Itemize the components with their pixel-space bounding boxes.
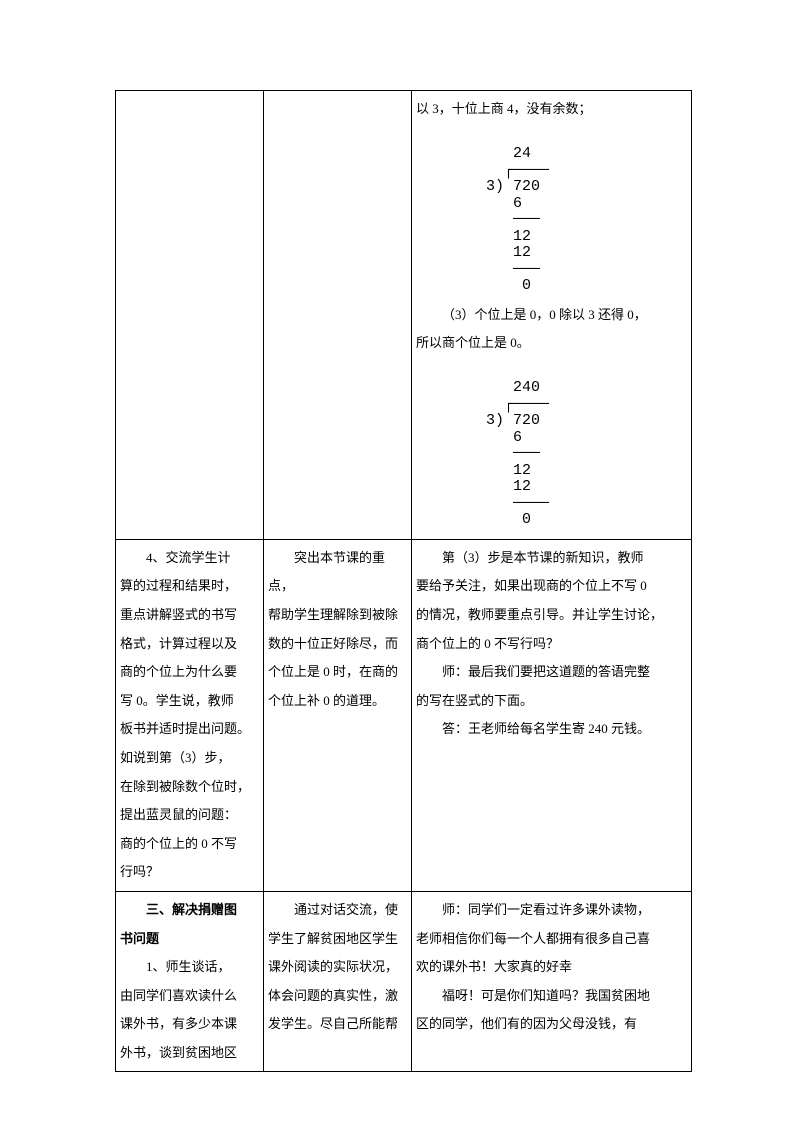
page-container: 以 3，十位上商 4，没有余数； 24 ┌────3) 720 6 ─── 12… [0,0,800,1132]
text-line: 算的过程和结果时， [120,572,259,601]
text-line: 所以商个位上是 0。 [416,329,687,358]
text-line: 课外阅读的实际状况， [268,953,407,982]
text-line: 师：同学们一定看过许多课外读物， [416,896,687,925]
text-line: 在除到被除数个位时， [120,773,259,802]
text-line: 第（3）步是本节课的新知识，教师 [416,544,687,573]
text-line: 行吗？ [120,858,259,887]
text-line: 以 3，十位上商 4，没有余数； [416,95,687,124]
text-line: 提出蓝灵鼠的问题： [120,801,259,830]
text-line: 老师相信你们每一个人都拥有很多自己喜 [416,925,687,954]
text-line: 体会问题的真实性，激 [268,982,407,1011]
table-row: 三、解决捐赠图 书问题 1、师生谈话， 由同学们喜欢读什么 课外书，有多少本课 … [116,891,692,1072]
text-line: 课外书，有多少本课 [120,1010,259,1039]
text-line: 重点讲解竖式的书写 [120,601,259,630]
text-line: 学生了解贫困地区学生 [268,925,407,954]
text-line: （3）个位上是 0，0 除以 3 还得 0， [416,301,687,330]
lesson-table: 以 3，十位上商 4，没有余数； 24 ┌────3) 720 6 ─── 12… [115,90,692,1072]
text-line: 欢的课外书！大家真的好幸 [416,953,687,982]
cell-r2c3: 第（3）步是本节课的新知识，教师 要给予关注，如果出现商的个位上不写 0 的情况… [412,539,692,891]
text-line: 商的个位上为什么要 [120,658,259,687]
text-line: 答：王老师给每名学生寄 240 元钱。 [416,715,687,744]
text-line: 通过对话交流，使 [268,896,407,925]
text-line: 的写在竖式的下面。 [416,687,687,716]
text-line: 数的十位正好除尽，而 [268,630,407,659]
section-heading: 书问题 [120,925,259,954]
text-line: 福呀！可是你们知道吗？我国贫困地 [416,982,687,1011]
text-line: 由同学们喜欢读什么 [120,982,259,1011]
text-line: 写 0。学生说，教师 [120,687,259,716]
table-row: 以 3，十位上商 4，没有余数； 24 ┌────3) 720 6 ─── 12… [116,91,692,540]
text-line: 发学生。尽自己所能帮 [268,1010,407,1039]
cell-r1c2 [264,91,412,540]
cell-r1c3: 以 3，十位上商 4，没有余数； 24 ┌────3) 720 6 ─── 12… [412,91,692,540]
text-line: 商的个位上的 0 不写 [120,830,259,859]
table-row: 4、交流学生计 算的过程和结果时， 重点讲解竖式的书写 格式，计算过程以及 商的… [116,539,692,891]
long-division-1: 24 ┌────3) 720 6 ─── 12 12 ─── 0 [416,130,687,295]
text-line: 外书，谈到贫困地区 [120,1039,259,1068]
text-line: 帮助学生理解除到被除 [268,601,407,630]
text-line: 如说到第（3）步， [120,744,259,773]
cell-r3c2: 通过对话交流，使 学生了解贫困地区学生 课外阅读的实际状况， 体会问题的真实性，… [264,891,412,1072]
text-line: 突出本节课的重点， [268,544,407,601]
text-line: 板书并适时提出问题。 [120,715,259,744]
text-line: 区的同学，他们有的因为父母没钱，有 [416,1010,687,1039]
text-line: 的情况，教师要重点引导。并让学生讨论， [416,601,687,630]
long-division-2: 240 ┌────3) 720 6 ─── 12 12 ──── 0 [416,364,687,529]
text-line: 商个位上的 0 不写行吗？ [416,630,687,659]
text-line: 格式，计算过程以及 [120,630,259,659]
cell-r2c1: 4、交流学生计 算的过程和结果时， 重点讲解竖式的书写 格式，计算过程以及 商的… [116,539,264,891]
text-line: 个位上补 0 的道理。 [268,687,407,716]
cell-r3c3: 师：同学们一定看过许多课外读物， 老师相信你们每一个人都拥有很多自己喜 欢的课外… [412,891,692,1072]
cell-r2c2: 突出本节课的重点， 帮助学生理解除到被除 数的十位正好除尽，而 个位上是 0 时… [264,539,412,891]
cell-r3c1: 三、解决捐赠图 书问题 1、师生谈话， 由同学们喜欢读什么 课外书，有多少本课 … [116,891,264,1072]
text-line: 4、交流学生计 [120,544,259,573]
cell-r1c1 [116,91,264,540]
text-line: 要给予关注，如果出现商的个位上不写 0 [416,572,687,601]
text-line: 1、师生谈话， [120,953,259,982]
text-line: 师：最后我们要把这道题的答语完整 [416,658,687,687]
text-line: 个位上是 0 时，在商的 [268,658,407,687]
section-heading: 三、解决捐赠图 [120,896,259,925]
